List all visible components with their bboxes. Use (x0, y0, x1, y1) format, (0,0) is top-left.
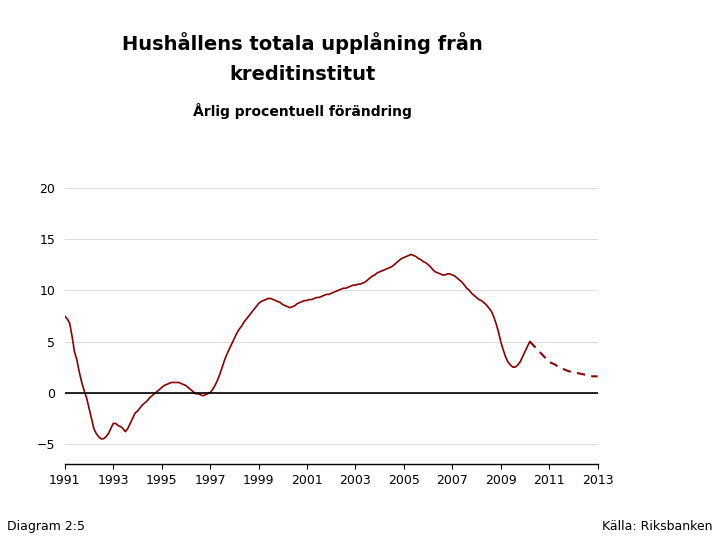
Text: Årlig procentuell förändring: Årlig procentuell förändring (193, 103, 412, 119)
Text: kreditinstitut: kreditinstitut (229, 65, 376, 84)
Text: Diagram 2:5: Diagram 2:5 (7, 520, 85, 533)
Text: Källa: Riksbanken: Källa: Riksbanken (603, 520, 713, 533)
Text: SVERIGES
RIKSBANK: SVERIGES RIKSBANK (610, 101, 657, 120)
Text: Hushållens totala upplåning från: Hushållens totala upplåning från (122, 32, 483, 55)
